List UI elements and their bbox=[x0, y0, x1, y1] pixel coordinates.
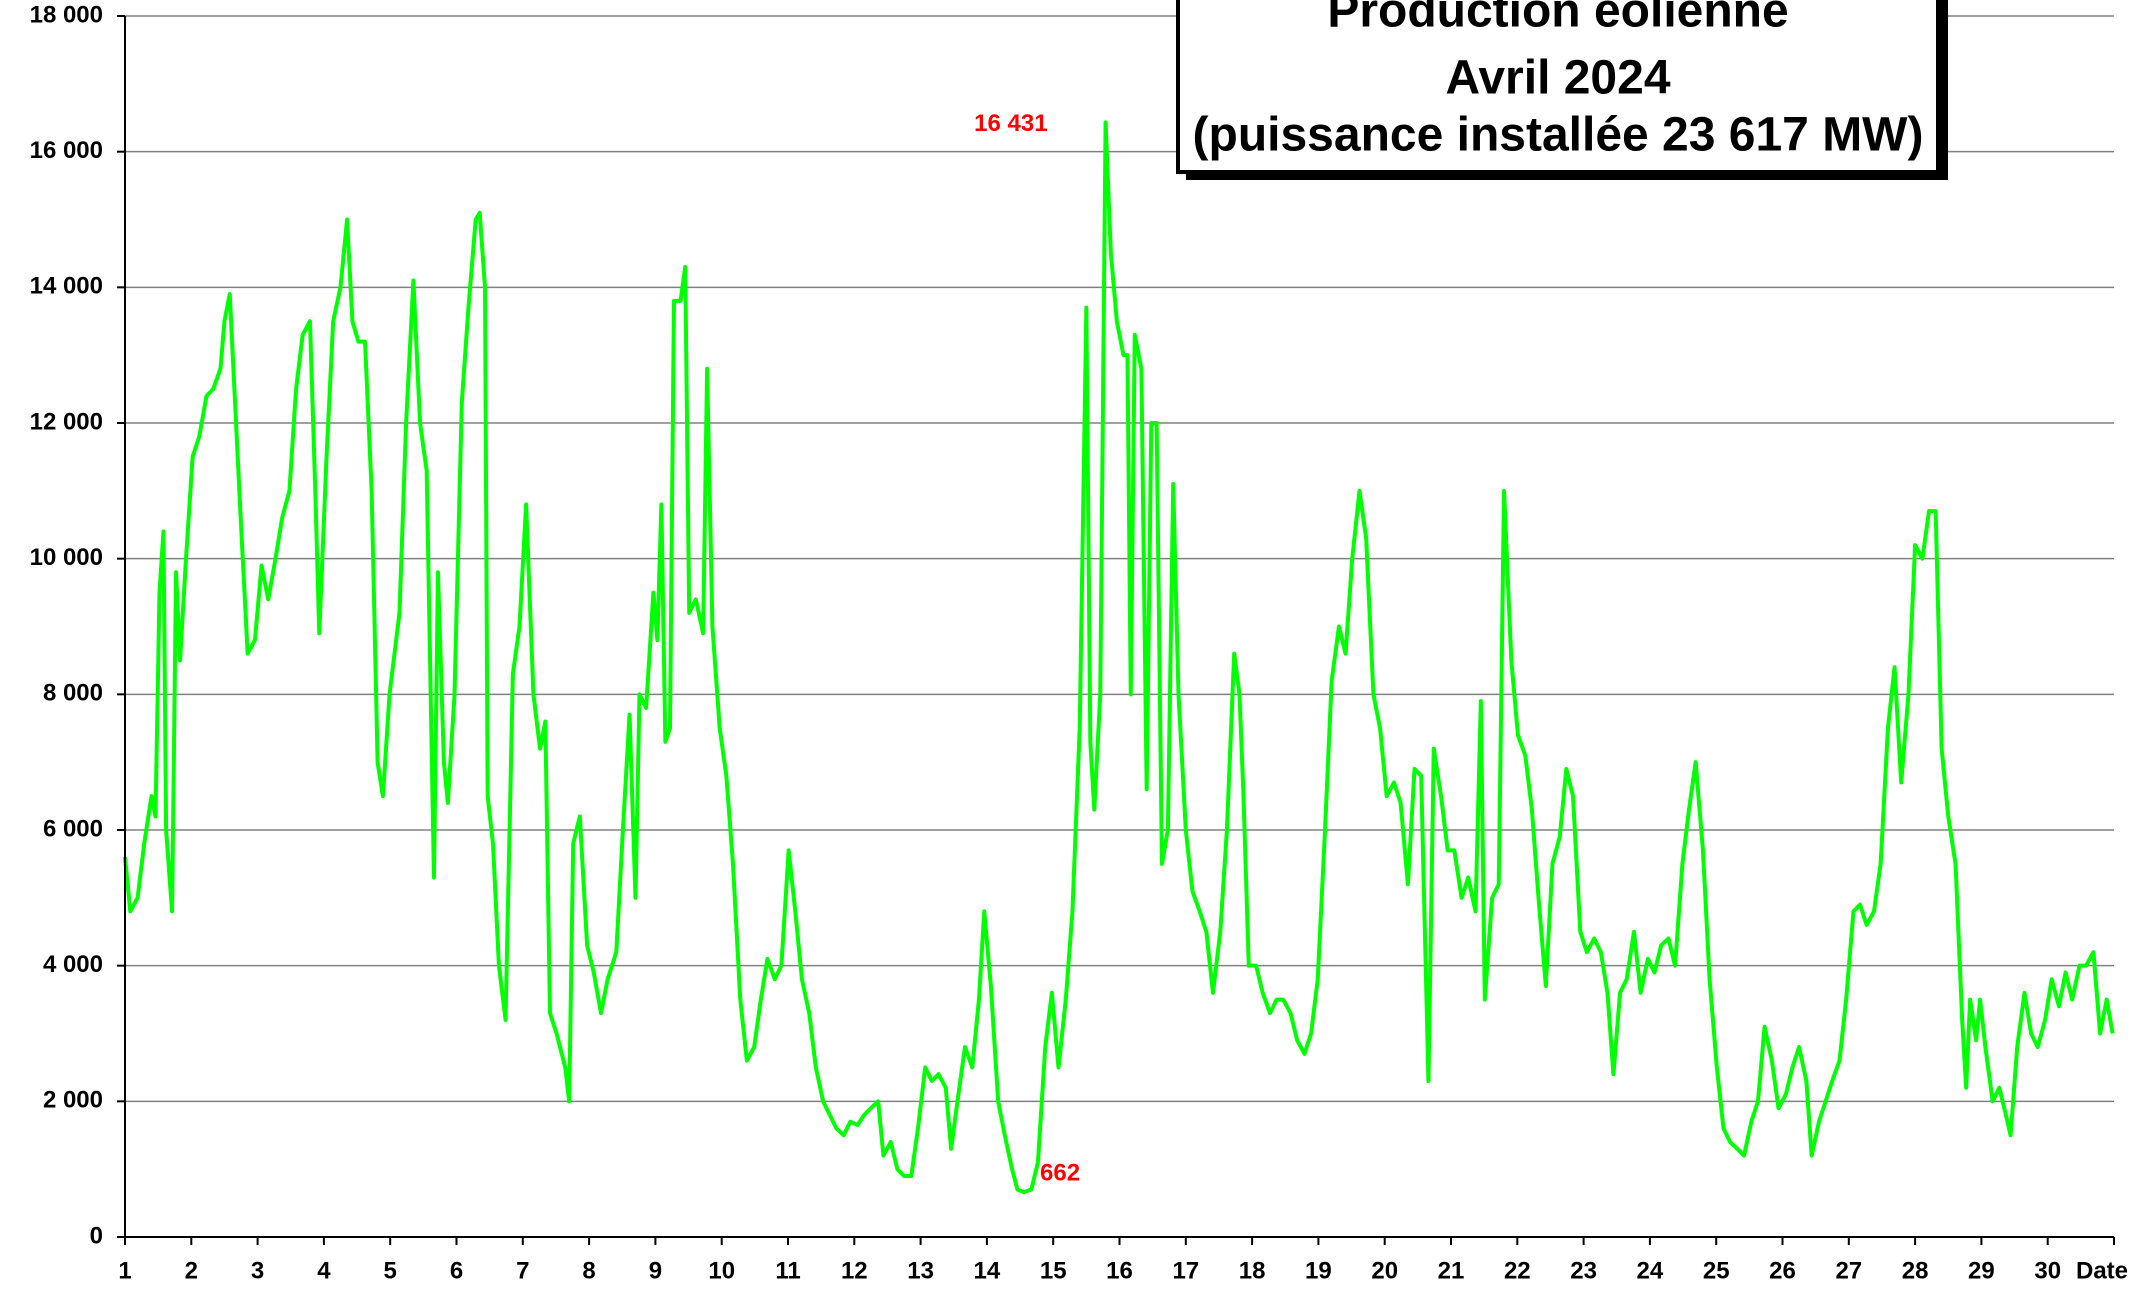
annotation: 16 431 bbox=[974, 110, 1047, 137]
x-tick-label: 18 bbox=[1239, 1257, 1266, 1284]
x-tick-label: 10 bbox=[708, 1257, 735, 1284]
x-tick-label: 9 bbox=[649, 1257, 662, 1284]
x-tick-label: 23 bbox=[1570, 1257, 1597, 1284]
chart-subtitle: (puissance installée 23 617 MW) bbox=[1193, 109, 1924, 162]
annotation: 662 bbox=[1040, 1159, 1080, 1186]
x-tick-label: 30 bbox=[2034, 1257, 2061, 1284]
x-tick-label: 6 bbox=[450, 1257, 463, 1284]
y-tick-label: 8 000 bbox=[43, 680, 103, 707]
x-tick-label: 21 bbox=[1438, 1257, 1465, 1284]
x-tick-label: 3 bbox=[251, 1257, 264, 1284]
x-tick-label: 5 bbox=[384, 1257, 397, 1284]
x-tick-label: 4 bbox=[317, 1257, 331, 1284]
chart-title: Production éolienne bbox=[1327, 0, 1788, 38]
x-tick-label: 20 bbox=[1371, 1257, 1398, 1284]
x-tick-label: 12 bbox=[841, 1257, 868, 1284]
x-tick-label: 14 bbox=[974, 1257, 1001, 1284]
data-line bbox=[123, 120, 2115, 1195]
x-tick-label: 24 bbox=[1637, 1257, 1664, 1284]
x-tick-label: 25 bbox=[1703, 1257, 1730, 1284]
x-tick-label: 2 bbox=[185, 1257, 198, 1284]
y-tick-label: 18 000 bbox=[30, 1, 103, 28]
x-tick-label: 26 bbox=[1769, 1257, 1796, 1284]
y-tick-label: 10 000 bbox=[30, 544, 103, 571]
x-tick-label: 16 bbox=[1106, 1257, 1133, 1284]
chart-title: Avril 2024 bbox=[1445, 52, 1670, 105]
x-tick-label: 15 bbox=[1040, 1257, 1067, 1284]
x-tick-label: 27 bbox=[1835, 1257, 1862, 1284]
x-tick-label: 28 bbox=[1902, 1257, 1929, 1284]
y-tick-label: 12 000 bbox=[30, 408, 103, 435]
x-axis-label: Date bbox=[2076, 1257, 2128, 1284]
x-tick-label: 8 bbox=[582, 1257, 595, 1284]
title-box bbox=[1176, 0, 1940, 174]
x-tick-label: 17 bbox=[1172, 1257, 1199, 1284]
y-tick-label: 2 000 bbox=[43, 1087, 103, 1114]
x-tick-label: 22 bbox=[1504, 1257, 1531, 1284]
y-tick-label: 4 000 bbox=[43, 951, 103, 978]
x-tick-label: 29 bbox=[1968, 1257, 1995, 1284]
x-tick-label: 1 bbox=[118, 1257, 131, 1284]
x-tick-label: 19 bbox=[1305, 1257, 1332, 1284]
y-tick-label: 14 000 bbox=[30, 273, 103, 300]
y-tick-label: 6 000 bbox=[43, 815, 103, 842]
x-tick-label: 11 bbox=[775, 1257, 800, 1284]
x-tick-label: 13 bbox=[907, 1257, 934, 1284]
y-tick-label: 0 bbox=[90, 1222, 103, 1249]
y-tick-label: 16 000 bbox=[30, 137, 103, 164]
x-tick-label: 7 bbox=[516, 1257, 529, 1284]
